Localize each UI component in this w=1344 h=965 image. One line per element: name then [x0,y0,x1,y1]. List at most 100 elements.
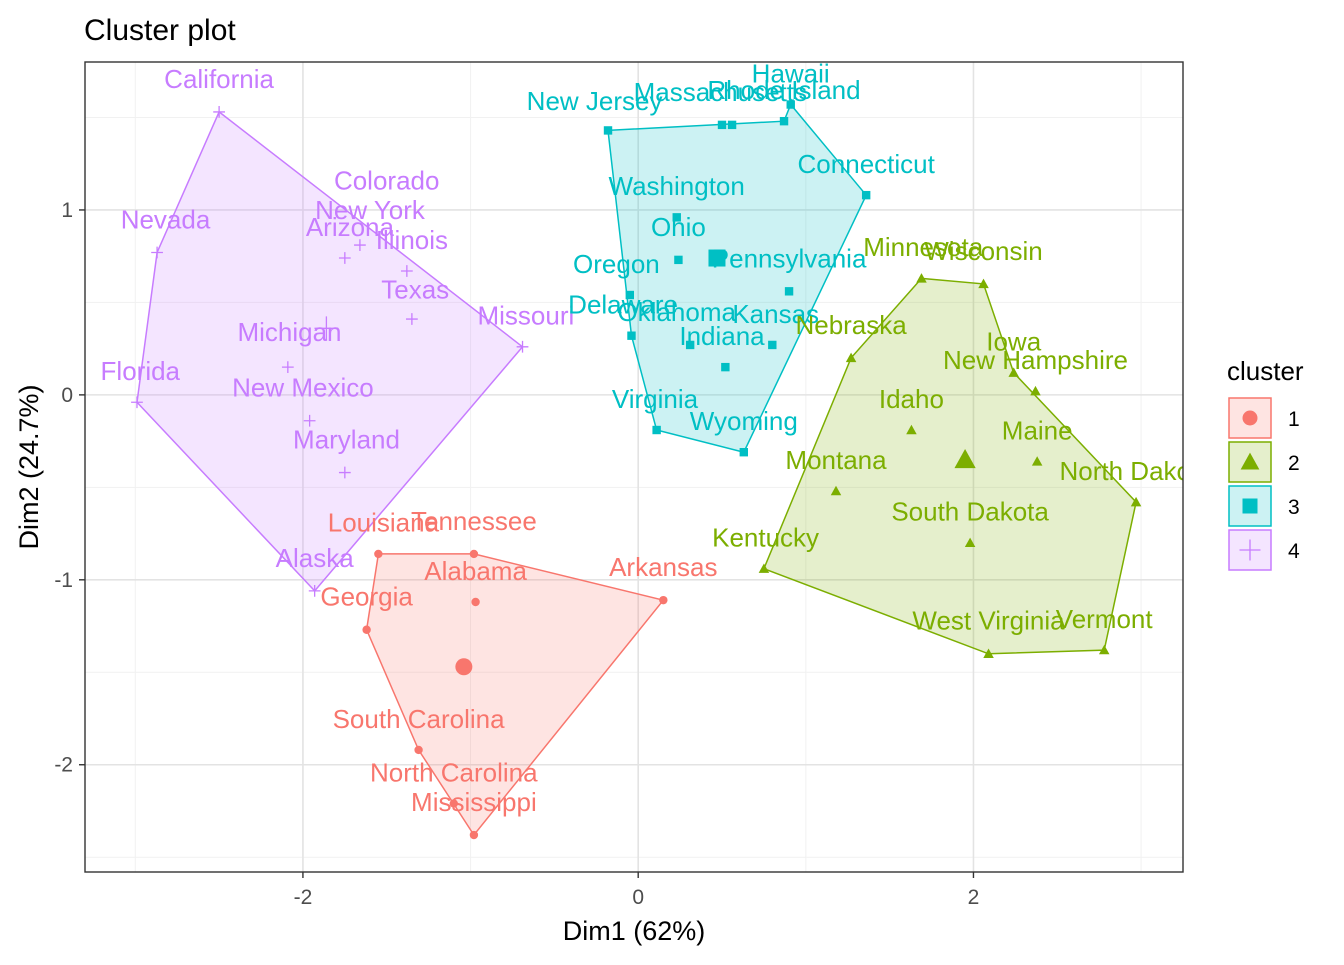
point-label: Pennsylvania [712,243,867,273]
point-label: Kansas [732,299,819,329]
panel-border [84,61,1184,873]
point-label: Maryland [293,425,400,455]
point-label: Wisconsin [924,236,1042,266]
point-wisconsin [978,278,989,289]
point-nevada [151,246,163,259]
point-arizona [400,265,413,277]
point-label: California [164,64,274,94]
point-new-york [338,252,351,264]
point-pennsylvania [784,287,794,296]
cluster-hulls [136,103,1137,837]
point-label: Oklahoma [617,297,736,327]
point-new-jersey [603,126,613,135]
point-label: Idaho [879,384,944,414]
point-connecticut [861,190,871,200]
point-label: Hawaii [752,58,830,88]
point-west-virginia [983,648,994,658]
point-label: New Jersey [527,86,663,116]
data-points [131,100,1142,840]
x-tick-label: -2 [294,886,313,909]
grid-major [85,62,1183,872]
centroid-2 [954,448,976,469]
legend-title: cluster [1227,356,1304,386]
point-alaska [308,585,321,597]
point-idaho [906,424,917,435]
point-label: Florida [101,356,181,386]
point-illinois [727,120,737,130]
point-kentucky [758,563,770,573]
point-label: Mississippi [411,787,537,817]
point-montana [830,485,842,496]
point-texas [406,313,418,325]
point-label: Georgia [320,582,413,612]
point-label: Delaware [568,290,678,320]
point-label: New Mexico [232,373,374,403]
legend-label: 4 [1288,540,1300,563]
legend-symbol-3 [1242,498,1258,514]
point-vermont [1098,644,1110,655]
point-maine [1031,456,1043,466]
point-label: Vermont [1056,604,1154,634]
x-axis: -2 0 2 [294,872,980,909]
point-mississippi [469,830,479,840]
point-oklahoma [685,340,695,350]
point-label: Connecticut [798,149,936,179]
x-tick-label: 0 [632,886,644,909]
point-michigan [281,361,294,374]
point-minnesota [916,273,927,283]
point-oregon [625,290,635,300]
point-label: Alaska [276,543,355,573]
point-rhode-island [779,116,789,126]
point-label: West Virginia [912,606,1065,636]
legend-symbol-2 [1240,452,1260,470]
point-new-mexico [303,414,316,427]
legend-symbol-1 [1242,410,1258,426]
point-label: South Carolina [333,704,506,734]
point-iowa [1008,367,1019,377]
point-label: Massachusetts [634,77,807,107]
point-north-dakota [1130,496,1142,507]
point-hawaii [786,100,795,109]
point-south-carolina [414,745,423,755]
point-wyoming [739,448,748,457]
point-label: South Dakota [891,497,1049,527]
point-label: Iowa [986,327,1041,357]
point-label: Texas [381,275,449,305]
point-alabama [471,597,480,607]
point-label: Minnesota [863,232,983,262]
point-colorado [354,239,366,251]
point-label: New York [315,195,426,225]
legend: cluster 1 2 3 4 [1227,356,1304,571]
y-axis: -2 -1 0 1 [54,199,85,777]
x-tick-label: 2 [968,886,980,909]
legend-symbol-4 [1239,539,1261,561]
point-label: Colorado [334,166,440,196]
point-maryland [338,466,351,479]
point-label: Illinois [376,225,448,255]
legend-label: 2 [1288,452,1300,475]
point-virginia [652,425,661,435]
centroid-4 [314,316,339,341]
point-missouri [516,340,529,353]
point-label: Alabama [424,556,527,586]
point-label: Arizona [306,212,395,242]
point-label: Ohio [651,212,706,242]
legend-label: 3 [1288,496,1300,519]
point-florida [131,396,143,409]
point-north-carolina [449,799,458,808]
y-tick-label: 1 [61,199,73,222]
chart-title: Cluster plot [84,14,236,47]
point-delaware [627,331,636,340]
point-label: Arkansas [609,552,717,582]
point-label: Nebraska [795,310,907,340]
centroid-1 [455,658,473,676]
point-label: New Hampshire [943,345,1128,375]
point-georgia [362,625,371,634]
y-axis-label: Dim2 (24.7%) [14,384,44,549]
y-tick-label: -2 [54,754,73,777]
cluster-hull-4 [136,110,524,593]
point-massachusetts [717,120,727,130]
y-tick-label: -1 [54,569,73,592]
point-label: Indiana [679,321,765,351]
